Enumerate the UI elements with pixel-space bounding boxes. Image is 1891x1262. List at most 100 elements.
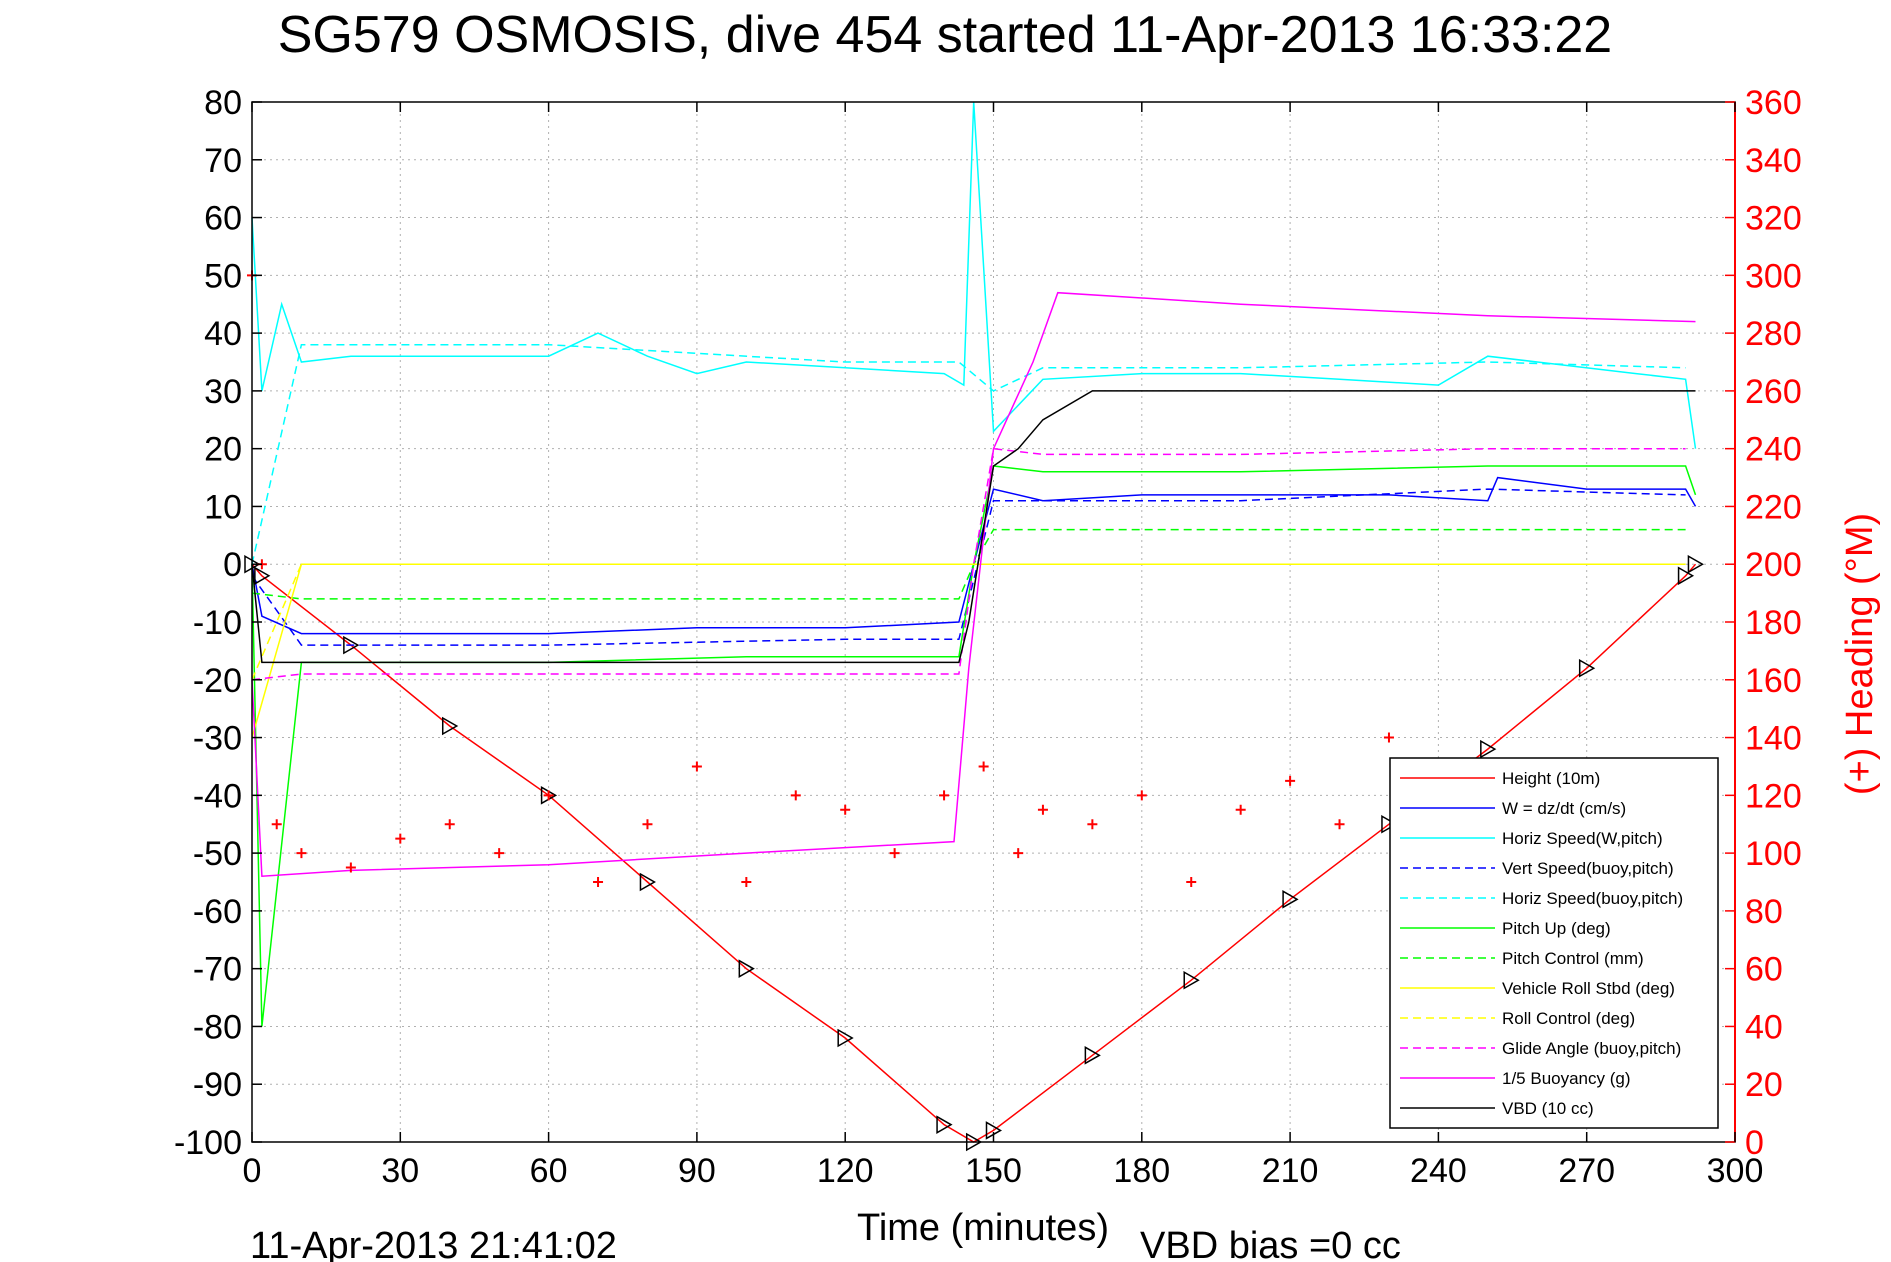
y-axis-right: 3603403203002802602402202001801601401201… xyxy=(1725,84,1802,1162)
x-tick-label: 0 xyxy=(243,1152,262,1190)
x-tick-label: 120 xyxy=(817,1152,874,1190)
legend-entry: Horiz Speed(buoy,pitch) xyxy=(1502,889,1683,908)
y-right-tick-label: 360 xyxy=(1745,84,1802,122)
x-tick-label: 240 xyxy=(1410,1152,1467,1190)
height-marker xyxy=(1183,970,1200,990)
y-right-tick-label: 20 xyxy=(1745,1066,1783,1104)
y-right-tick-label: 140 xyxy=(1745,720,1802,758)
y-right-tick-label: 0 xyxy=(1745,1124,1764,1162)
heading-point xyxy=(741,877,752,887)
legend-entry: Height (10m) xyxy=(1502,769,1600,788)
y-left-tick-label: 80 xyxy=(204,84,242,122)
heading-point xyxy=(1087,819,1098,830)
heading-point xyxy=(271,819,282,830)
x-tick-label: 270 xyxy=(1558,1152,1615,1190)
y-right-tick-label: 320 xyxy=(1745,200,1802,238)
y-right-tick-label: 80 xyxy=(1745,893,1783,931)
legend-entry: Vert Speed(buoy,pitch) xyxy=(1502,859,1674,878)
legend-entry: 1/5 Buoyancy (g) xyxy=(1502,1069,1631,1088)
height-marker xyxy=(1282,890,1299,909)
height-marker xyxy=(1480,739,1497,759)
heading-point xyxy=(1334,819,1345,830)
y-left-tick-label: 10 xyxy=(204,488,242,526)
y-left-tick-label: -90 xyxy=(193,1066,242,1104)
y-left-tick-label: 70 xyxy=(204,142,242,180)
x-tick-label: 30 xyxy=(381,1152,419,1190)
heading-point xyxy=(939,790,950,801)
height-marker xyxy=(639,872,656,892)
series-line xyxy=(251,488,1686,646)
legend-entry: Pitch Control (mm) xyxy=(1502,949,1644,968)
y-right-tick-label: 160 xyxy=(1745,662,1802,700)
height-marker xyxy=(441,716,459,736)
legend-entry: Roll Control (deg) xyxy=(1502,1009,1635,1028)
y-right-tick-label: 200 xyxy=(1745,546,1802,584)
heading-point xyxy=(444,819,455,830)
y-left-tick-label: -50 xyxy=(193,835,242,873)
footer-vbd-bias: VBD bias =0 cc xyxy=(1140,1225,1401,1262)
y-left-tick-label: -40 xyxy=(193,777,242,815)
y-left-tick-label: 50 xyxy=(204,257,242,295)
heading-point xyxy=(978,761,989,772)
heading-point xyxy=(1285,775,1296,786)
y-left-tick-label: -100 xyxy=(174,1124,242,1162)
y-left-tick-label: 30 xyxy=(204,373,242,411)
heading-point xyxy=(1235,804,1246,815)
series-line xyxy=(251,390,1696,664)
y-left-tick-label: -30 xyxy=(193,720,242,758)
y-right-tick-label: 260 xyxy=(1745,373,1802,411)
legend-box xyxy=(1389,757,1719,1129)
heading-point xyxy=(1186,877,1197,887)
y-left-tick-label: 40 xyxy=(204,315,242,353)
height-marker xyxy=(254,566,271,586)
y-right-tick-label: 40 xyxy=(1745,1008,1783,1046)
heading-point xyxy=(1037,804,1048,815)
heading-point xyxy=(296,848,307,859)
chart-title: SG579 OSMOSIS, dive 454 started 11-Apr-2… xyxy=(278,6,1612,64)
legend-entry: Vehicle Roll Stbd (deg) xyxy=(1502,979,1675,998)
legend-entry: Pitch Up (deg) xyxy=(1502,919,1611,938)
footer-timestamp: 11-Apr-2013 21:41:02 xyxy=(250,1225,617,1262)
heading-point xyxy=(593,877,604,887)
heading-point xyxy=(790,790,801,801)
y-left-tick-label: 60 xyxy=(204,200,242,238)
x-tick-label: 300 xyxy=(1707,1152,1764,1190)
x-tick-label: 60 xyxy=(530,1152,568,1190)
heading-point xyxy=(840,804,851,815)
height-marker xyxy=(1687,554,1704,574)
y-right-tick-label: 100 xyxy=(1745,835,1802,873)
legend-entry: Glide Angle (buoy,pitch) xyxy=(1502,1039,1681,1058)
legend: Height (10m) W = dz/dt (cm/s) Horiz Speed(… xyxy=(1389,757,1719,1129)
heading-point xyxy=(1013,848,1024,859)
y-left-tick-label: -60 xyxy=(193,893,242,931)
x-tick-label: 150 xyxy=(965,1152,1022,1190)
heading-point xyxy=(345,862,356,873)
y-left-tick-label: -80 xyxy=(193,1008,242,1046)
legend-entry: Horiz Speed(W,pitch) xyxy=(1502,829,1663,848)
heading-point xyxy=(1136,790,1147,801)
y-axis-label-right: (+) Heading (°M) xyxy=(1839,513,1881,795)
y-left-tick-label: 0 xyxy=(223,546,242,584)
y-right-tick-label: 120 xyxy=(1745,777,1802,815)
series-line xyxy=(251,343,1686,565)
x-axis: 0 30 60 90 120 150 180 210 240 270 300 xyxy=(243,102,1764,1190)
height-marker xyxy=(1084,1046,1101,1065)
x-tick-label: 90 xyxy=(678,1152,716,1190)
x-tick-label: 180 xyxy=(1113,1152,1170,1190)
x-tick-label: 210 xyxy=(1262,1152,1319,1190)
y-right-tick-label: 280 xyxy=(1745,315,1802,353)
y-right-tick-label: 220 xyxy=(1745,488,1802,526)
y-left-tick-label: -20 xyxy=(193,662,242,700)
legend-entry: VBD (10 cc) xyxy=(1502,1099,1594,1118)
y-right-tick-label: 340 xyxy=(1745,142,1802,180)
y-left-tick-label: -70 xyxy=(193,951,242,989)
heading-point xyxy=(395,833,406,844)
y-right-tick-label: 180 xyxy=(1745,604,1802,642)
y-right-tick-label: 300 xyxy=(1745,257,1802,295)
heading-point xyxy=(889,848,900,859)
x-axis-label: Time (minutes) xyxy=(857,1207,1109,1249)
height-marker xyxy=(936,1115,953,1134)
y-right-tick-label: 240 xyxy=(1745,431,1802,469)
height-marker xyxy=(738,959,755,978)
